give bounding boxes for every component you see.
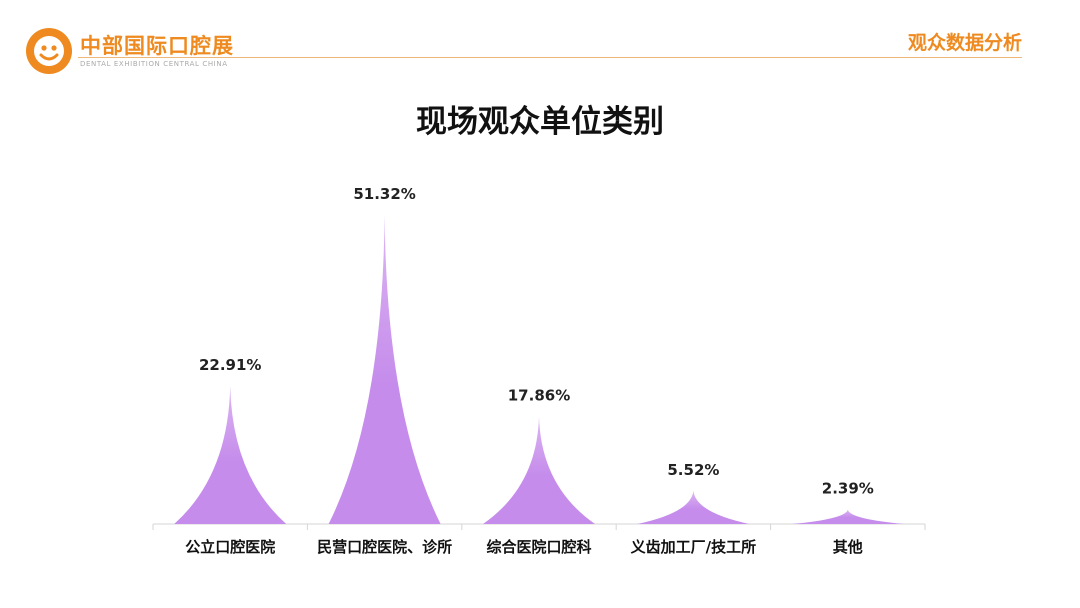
bar-5 [791,509,904,524]
header-bar: 中部国际口腔展 DENTAL EXHIBITION CENTRAL CHINA … [0,0,1080,80]
x-tick-label: 民营口腔医院、诊所 [317,538,452,556]
data-label: 2.39% [822,480,874,498]
header-divider [78,57,1022,58]
brand-subtitle: DENTAL EXHIBITION CENTRAL CHINA [80,60,228,68]
bar-4 [637,490,750,524]
section-title: 观众数据分析 [907,32,1022,54]
x-tick-label: 综合医院口腔科 [486,538,591,556]
chart-title: 现场观众单位类别 [416,104,664,140]
x-tick-label: 公立口腔医院 [185,538,275,556]
bar-3 [483,416,595,524]
data-label: 17.86% [508,386,570,404]
data-label: 51.32% [353,185,415,203]
data-label: 22.91% [199,356,261,374]
data-label: 5.52% [667,461,719,479]
bar-2 [328,215,441,524]
bar-1 [174,386,287,524]
smile-face-logo-icon [26,28,72,74]
x-tick-label: 其他 [833,538,863,556]
x-tick-label: 义齿加工厂/技工所 [631,538,756,556]
brand-name: 中部国际口腔展 [80,34,234,58]
